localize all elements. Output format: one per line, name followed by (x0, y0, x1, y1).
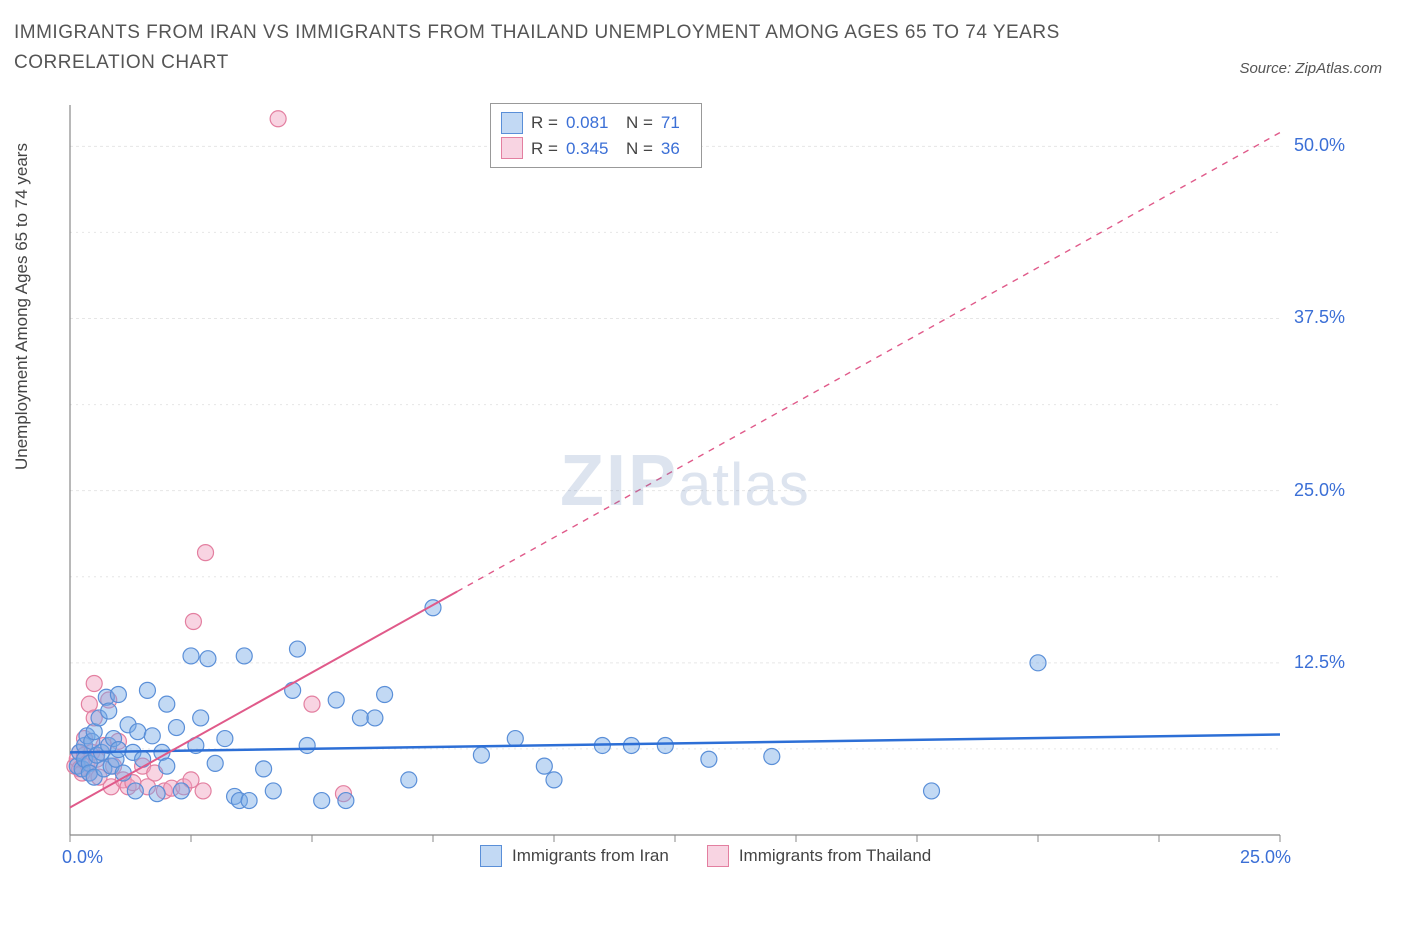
chart-svg (60, 100, 1370, 870)
y-tick-label: 37.5% (1294, 307, 1345, 328)
legend-series-label: Immigrants from Thailand (739, 846, 931, 866)
legend-swatch (501, 137, 523, 159)
legend-r-label: R = (531, 136, 558, 162)
legend-swatch (707, 845, 729, 867)
correlation-legend: R = 0.081 N = 71 R = 0.345 N = 36 (490, 103, 702, 168)
source-label: Source: ZipAtlas.com (1239, 60, 1382, 77)
x-tick-label: 0.0% (62, 847, 103, 868)
x-tick-label: 25.0% (1240, 847, 1291, 868)
legend-series-label: Immigrants from Iran (512, 846, 669, 866)
legend-r-value: 0.345 (566, 136, 618, 162)
y-tick-label: 12.5% (1294, 652, 1345, 673)
legend-n-value: 36 (661, 136, 691, 162)
series-legend: Immigrants from Iran Immigrants from Thai… (480, 845, 959, 867)
legend-n-value: 71 (661, 110, 691, 136)
legend-row: R = 0.081 N = 71 (501, 110, 691, 136)
y-tick-label: 25.0% (1294, 480, 1345, 501)
legend-r-label: R = (531, 110, 558, 136)
legend-r-value: 0.081 (566, 110, 618, 136)
legend-swatch (480, 845, 502, 867)
legend-swatch (501, 112, 523, 134)
legend-n-label: N = (626, 136, 653, 162)
y-tick-label: 50.0% (1294, 135, 1345, 156)
legend-row: R = 0.345 N = 36 (501, 136, 691, 162)
legend-n-label: N = (626, 110, 653, 136)
page-title: IMMIGRANTS FROM IRAN VS IMMIGRANTS FROM … (14, 18, 1206, 79)
scatter-plot: 0.0% 25.0% 12.5% 25.0% 37.5% 50.0% R = 0.081 N =… (60, 100, 1370, 870)
y-axis-label: Unemployment Among Ages 65 to 74 years (12, 143, 32, 470)
